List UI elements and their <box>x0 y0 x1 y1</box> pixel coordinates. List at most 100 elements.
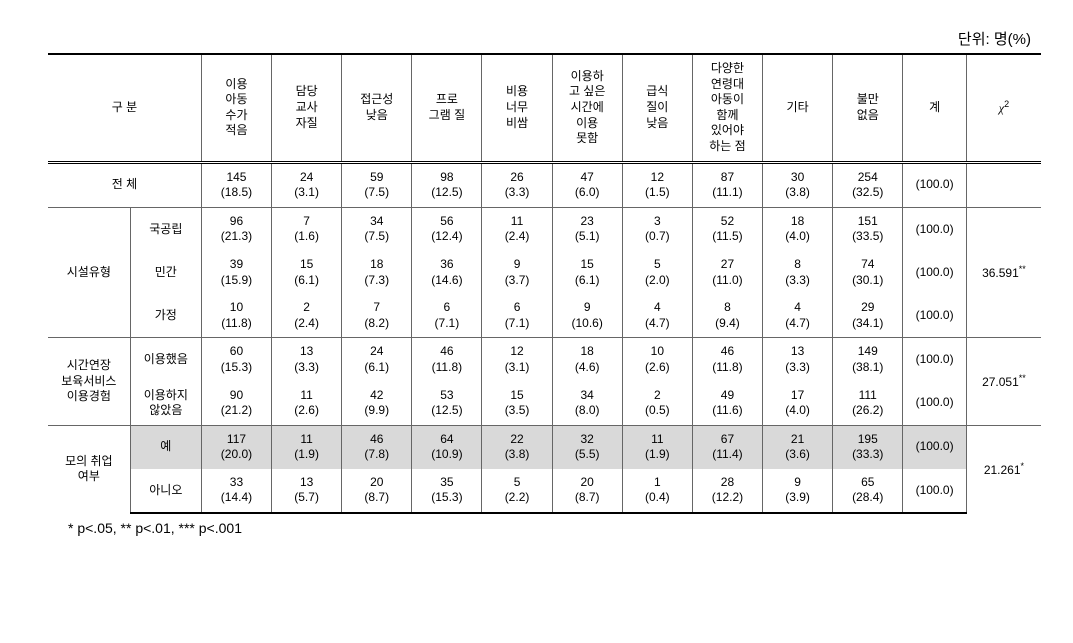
table-cell: 151(33.5) <box>833 207 903 251</box>
table-cell: 전 체 <box>48 162 201 207</box>
table-row: 모의 취업여부예117(20.0)11(1.9)46(7.8)64(10.9)2… <box>48 425 1041 469</box>
table-cell: 13(5.7) <box>272 469 342 513</box>
table-cell: 4(4.7) <box>622 294 692 338</box>
table-cell: 3(0.7) <box>622 207 692 251</box>
table-cell: 74(30.1) <box>833 251 903 294</box>
table-cell: 90(21.2) <box>201 382 271 426</box>
table-cell: 53(12.5) <box>412 382 482 426</box>
table-row: 시설유형국공립96(21.3)7(1.6)34(7.5)56(12.4)11(2… <box>48 207 1041 251</box>
table-cell: 11(2.6) <box>272 382 342 426</box>
table-cell: 12(3.1) <box>482 338 552 382</box>
table-cell: 64(10.9) <box>412 425 482 469</box>
table-cell: 13(3.3) <box>272 338 342 382</box>
table-cell: 18(7.3) <box>342 251 412 294</box>
table-cell: 117(20.0) <box>201 425 271 469</box>
table-cell: 32(5.5) <box>552 425 622 469</box>
table-cell: 96(21.3) <box>201 207 271 251</box>
table-cell: 46(7.8) <box>342 425 412 469</box>
table-cell: 42(9.9) <box>342 382 412 426</box>
header-category: 구 분 <box>48 54 201 162</box>
table-cell: 111(26.2) <box>833 382 903 426</box>
table-cell: 5(2.0) <box>622 251 692 294</box>
header-row: 구 분 이용아동수가적음 담당교사자질 접근성낮음 프로그램 질 비용너무비쌈 … <box>48 54 1041 162</box>
table-cell: 이용하지않았음 <box>130 382 201 426</box>
table-cell: 27(11.0) <box>692 251 762 294</box>
header-chi2: χ2 <box>966 54 1041 162</box>
header-c5: 비용너무비쌈 <box>482 54 552 162</box>
table-row: 이용하지않았음90(21.2)11(2.6)42(9.9)53(12.5)15(… <box>48 382 1041 426</box>
table-cell: 28(12.2) <box>692 469 762 513</box>
header-c1: 이용아동수가적음 <box>201 54 271 162</box>
table-cell: 46(11.8) <box>412 338 482 382</box>
table-cell: 6(7.1) <box>412 294 482 338</box>
table-cell: 24(6.1) <box>342 338 412 382</box>
header-c9: 기타 <box>763 54 833 162</box>
table-cell: 26(3.3) <box>482 162 552 207</box>
table-cell: 시설유형 <box>48 207 130 338</box>
table-cell: 5(2.2) <box>482 469 552 513</box>
table-cell: 12(1.5) <box>622 162 692 207</box>
table-cell: 4(4.7) <box>763 294 833 338</box>
table-cell: 34(7.5) <box>342 207 412 251</box>
table-cell: (100.0) <box>903 294 967 338</box>
table-row: 아니오33(14.4)13(5.7)20(8.7)35(15.3)5(2.2)2… <box>48 469 1041 513</box>
table-cell: 6(7.1) <box>482 294 552 338</box>
table-cell: 15(3.5) <box>482 382 552 426</box>
table-cell: 60(15.3) <box>201 338 271 382</box>
header-c6: 이용하고 싶은시간에이용못함 <box>552 54 622 162</box>
table-row: 전 체145(18.5)24(3.1)59(7.5)98(12.5)26(3.3… <box>48 162 1041 207</box>
table-cell: 49(11.6) <box>692 382 762 426</box>
table-cell: 18(4.6) <box>552 338 622 382</box>
table-cell: 20(8.7) <box>342 469 412 513</box>
table-cell: 34(8.0) <box>552 382 622 426</box>
table-cell: 36(14.6) <box>412 251 482 294</box>
table-cell: 15(6.1) <box>272 251 342 294</box>
table-cell: 18(4.0) <box>763 207 833 251</box>
table-cell: 98(12.5) <box>412 162 482 207</box>
header-c8: 다양한연령대아동이함께있어야하는 점 <box>692 54 762 162</box>
table-cell: 이용했음 <box>130 338 201 382</box>
table-cell: 145(18.5) <box>201 162 271 207</box>
chi2-cell: 36.591** <box>966 207 1041 338</box>
header-c3: 접근성낮음 <box>342 54 412 162</box>
header-total: 계 <box>903 54 967 162</box>
table-cell: 35(15.3) <box>412 469 482 513</box>
header-c10: 불만없음 <box>833 54 903 162</box>
table-cell: 9(3.9) <box>763 469 833 513</box>
table-cell: 10(2.6) <box>622 338 692 382</box>
header-c4: 프로그램 질 <box>412 54 482 162</box>
table-cell: 59(7.5) <box>342 162 412 207</box>
table-cell: (100.0) <box>903 425 967 469</box>
table-cell: 2(0.5) <box>622 382 692 426</box>
chi2-cell: 21.261* <box>966 425 1041 513</box>
table-cell: (100.0) <box>903 207 967 251</box>
table-cell: 국공립 <box>130 207 201 251</box>
table-cell: 56(12.4) <box>412 207 482 251</box>
stats-table: 구 분 이용아동수가적음 담당교사자질 접근성낮음 프로그램 질 비용너무비쌈 … <box>48 53 1041 514</box>
table-cell: 2(2.4) <box>272 294 342 338</box>
table-cell: 39(15.9) <box>201 251 271 294</box>
table-cell: 10(11.8) <box>201 294 271 338</box>
table-cell: 22(3.8) <box>482 425 552 469</box>
table-cell: 87(11.1) <box>692 162 762 207</box>
table-row: 민간39(15.9)15(6.1)18(7.3)36(14.6)9(3.7)15… <box>48 251 1041 294</box>
header-c7: 급식질이낮음 <box>622 54 692 162</box>
table-cell: 모의 취업여부 <box>48 425 130 513</box>
table-cell: 29(34.1) <box>833 294 903 338</box>
table-cell: 예 <box>130 425 201 469</box>
chi2-cell: 27.051** <box>966 338 1041 425</box>
table-cell: 33(14.4) <box>201 469 271 513</box>
table-cell: 17(4.0) <box>763 382 833 426</box>
table-cell: 20(8.7) <box>552 469 622 513</box>
table-cell: 11(1.9) <box>622 425 692 469</box>
table-cell: 21(3.6) <box>763 425 833 469</box>
table-cell: 11(1.9) <box>272 425 342 469</box>
table-cell: 149(38.1) <box>833 338 903 382</box>
header-c2: 담당교사자질 <box>272 54 342 162</box>
table-cell <box>966 162 1041 207</box>
table-cell: 1(0.4) <box>622 469 692 513</box>
table-cell: (100.0) <box>903 469 967 513</box>
table-cell: 9(3.7) <box>482 251 552 294</box>
table-cell: 52(11.5) <box>692 207 762 251</box>
table-row: 시간연장보육서비스이용경험이용했음60(15.3)13(3.3)24(6.1)4… <box>48 338 1041 382</box>
